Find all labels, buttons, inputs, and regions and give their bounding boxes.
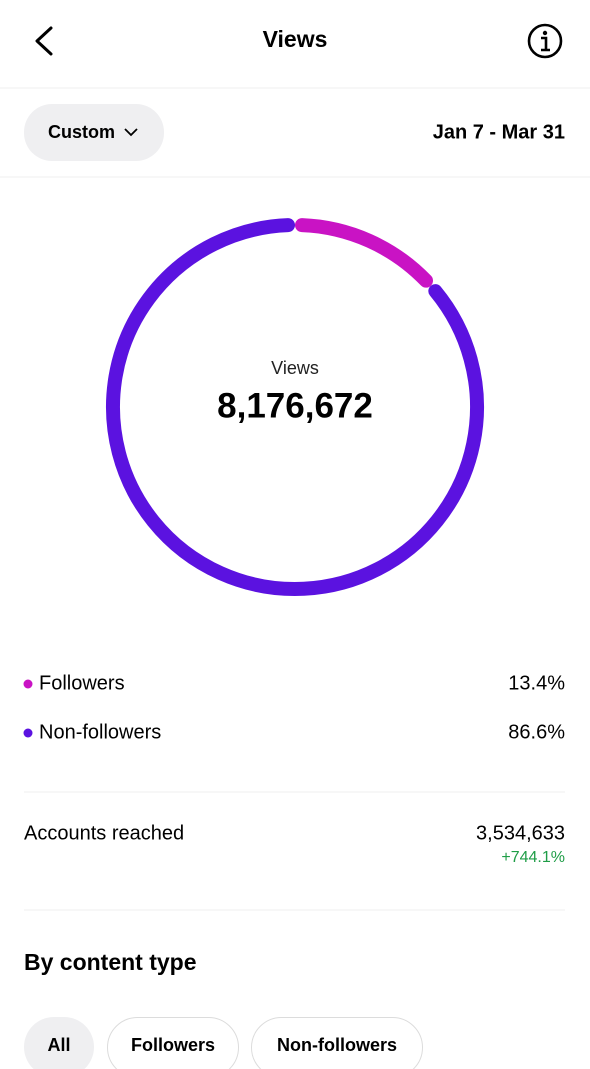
tab[interactable] bbox=[251, 1017, 423, 1069]
legend-dot bbox=[23, 679, 33, 689]
period-dropdown[interactable] bbox=[24, 104, 164, 161]
period-label: Custom bbox=[48, 122, 115, 142]
tab-label: Followers bbox=[131, 1035, 215, 1055]
donut-segment bbox=[294, 218, 434, 288]
date-range: Jan 7 - Mar 31 bbox=[433, 121, 565, 143]
section-title: By content type bbox=[24, 949, 197, 975]
metric-label: Accounts reached bbox=[24, 822, 184, 844]
tab-label: Non-followers bbox=[277, 1035, 397, 1055]
tab[interactable] bbox=[24, 1017, 94, 1069]
legend-dot bbox=[23, 728, 33, 738]
back-button[interactable] bbox=[35, 26, 53, 56]
legend-value: 13.4% bbox=[508, 672, 565, 694]
metric-value: 3,534,633 bbox=[476, 822, 565, 844]
donut-center-label: Views bbox=[271, 358, 319, 378]
dropdown-chevron bbox=[124, 128, 138, 137]
donut-segment bbox=[106, 218, 484, 596]
legend-label: Followers bbox=[39, 672, 125, 694]
page-title: Views bbox=[263, 26, 328, 52]
tab[interactable] bbox=[107, 1017, 239, 1069]
info-button[interactable] bbox=[527, 23, 563, 59]
metric-change: +744.1% bbox=[501, 849, 565, 866]
legend-value: 86.6% bbox=[508, 721, 565, 743]
donut-center-value: 8,176,672 bbox=[217, 386, 373, 425]
legend-label: Non-followers bbox=[39, 721, 161, 743]
tab-label: All bbox=[47, 1035, 70, 1055]
